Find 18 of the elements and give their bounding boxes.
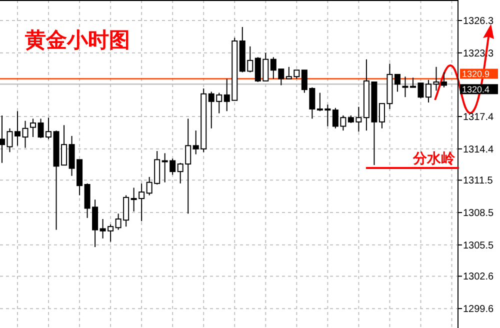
candlestick	[402, 76, 408, 98]
y-tick-label: 1314.4	[463, 144, 494, 156]
y-tick-label: 1326.3	[463, 16, 494, 27]
y-tick-label: 1311.5	[463, 176, 494, 187]
candlestick	[0, 114, 5, 164]
y-tick-label: 1302.6	[463, 272, 494, 283]
y-tick-label: 1305.5	[463, 240, 494, 252]
candlestick	[394, 74, 400, 92]
y-tick-label: 1317.4	[463, 112, 494, 124]
annotation: 分水岭	[412, 150, 456, 166]
y-tick-label: 1308.5	[463, 208, 494, 220]
ref-line-label: 1320.9	[462, 68, 490, 79]
candlestick	[22, 120, 28, 148]
candlestick	[441, 72, 447, 88]
ref-line-label: 1320.4	[462, 84, 490, 94]
text: 黄金小时图	[24, 29, 130, 52]
candlestick	[30, 118, 36, 138]
y-tick-label: 1299.6	[463, 304, 494, 316]
